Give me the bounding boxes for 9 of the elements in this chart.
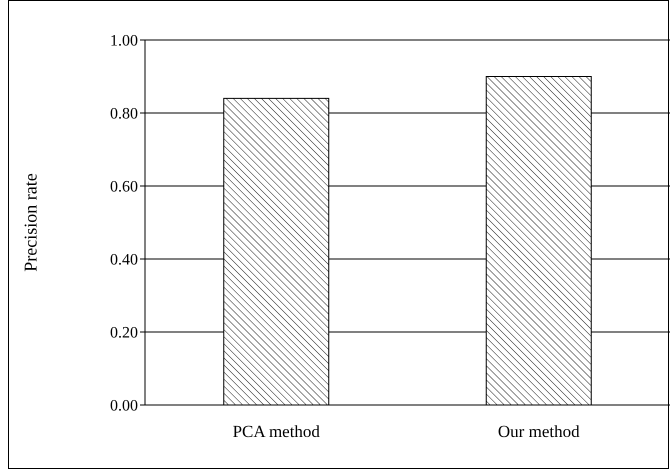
x-tick-label: PCA method bbox=[232, 422, 320, 442]
y-tick-label: 0.20 bbox=[110, 324, 138, 342]
y-tick-label: 0.60 bbox=[110, 178, 138, 196]
y-tick-label: 0.40 bbox=[110, 252, 138, 269]
y-axis-title: Precision rate bbox=[20, 173, 40, 272]
x-tick-label: Our method bbox=[498, 422, 580, 442]
y-tick-label: 0.80 bbox=[110, 106, 138, 123]
y-tick-label: 0.00 bbox=[110, 398, 138, 415]
y-tick-label: 1.00 bbox=[110, 32, 138, 50]
